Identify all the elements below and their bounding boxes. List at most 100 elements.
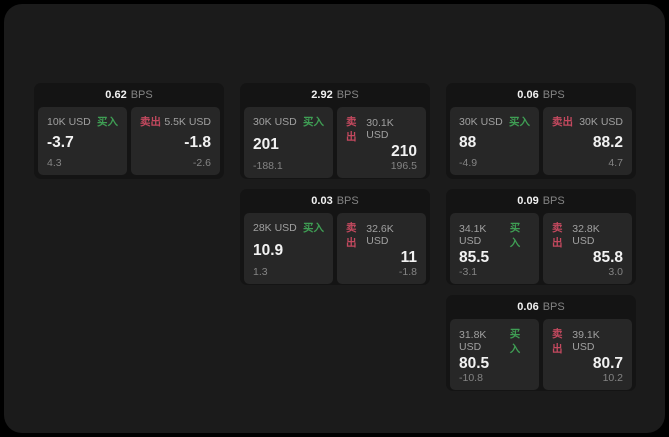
buy-price: -3.7 — [47, 134, 74, 152]
sell-sub-value: 10.2 — [602, 371, 623, 384]
sell-sub-value: 3.0 — [608, 265, 623, 278]
sell-price: -1.8 — [184, 134, 211, 152]
quote-panels: 10K USD 买入 -3.7 4.3 卖出 5.5K USD -1.8 -2.… — [38, 107, 220, 175]
sell-amount: 32.8K USD — [572, 223, 600, 247]
sell-panel[interactable]: 卖出 32.8K USD 85.8 3.0 — [543, 213, 632, 284]
buy-panel[interactable]: 10K USD 买入 -3.7 4.3 — [38, 107, 127, 175]
buy-amount: 30K USD — [253, 115, 297, 128]
buy-tag: 买入 — [303, 116, 324, 128]
buy-panel[interactable]: 30K USD 买入 201 -188.1 — [244, 107, 333, 178]
quote-panels: 31.8K USD 买入 80.5 -10.8 卖出 39.1K USD 80.… — [450, 319, 632, 390]
buy-price: 80.5 — [459, 355, 490, 372]
buy-panel[interactable]: 34.1K USD 买入 85.5 -3.1 — [450, 213, 539, 284]
sell-panel-top: 卖出 30.1K USD — [346, 114, 417, 144]
sell-tag: 卖出 — [140, 116, 161, 128]
card-header: 0.06 BPS — [450, 83, 632, 107]
buy-tag: 买入 — [303, 222, 324, 234]
sell-panel[interactable]: 卖出 30.1K USD 210 196.5 — [337, 107, 426, 178]
sell-sub-value: -1.8 — [398, 265, 417, 278]
sell-panel-top: 卖出 5.5K USD — [140, 114, 211, 129]
buy-amount: 34.1K USD — [459, 223, 487, 247]
bps-value: 0.62 — [105, 89, 127, 101]
quote-panels: 30K USD 买入 201 -188.1 卖出 30.1K USD 210 1… — [244, 107, 426, 178]
buy-panel-top: 30K USD 买入 — [459, 114, 530, 129]
buy-tag: 买入 — [509, 222, 521, 249]
sell-panel-top: 卖出 32.8K USD — [552, 220, 623, 250]
bps-value: 0.09 — [517, 195, 539, 207]
card-header: 0.62 BPS — [38, 83, 220, 107]
sell-tag: 卖出 — [552, 328, 563, 355]
bps-unit-label: BPS — [336, 89, 359, 101]
bps-unit-label: BPS — [542, 195, 565, 207]
buy-tag: 买入 — [509, 328, 521, 355]
card-header: 0.06 BPS — [450, 295, 632, 319]
buy-sub-value: 1.3 — [253, 265, 268, 278]
sell-panel[interactable]: 卖出 32.6K USD 11 -1.8 — [337, 213, 426, 284]
bps-unit-label: BPS — [542, 301, 565, 313]
buy-panel-top: 28K USD 买入 — [253, 220, 324, 235]
sell-sub-value: -2.6 — [192, 157, 211, 169]
sell-amount: 5.5K USD — [164, 115, 211, 128]
buy-panel-top: 10K USD 买入 — [47, 114, 118, 129]
quote-panels: 28K USD 买入 10.9 1.3 卖出 32.6K USD 11 -1.8 — [244, 213, 426, 284]
buy-tag: 买入 — [509, 116, 530, 128]
buy-tag: 买入 — [97, 116, 118, 128]
sell-amount: 30.1K USD — [366, 117, 394, 141]
buy-sub-value: -3.1 — [459, 265, 478, 278]
quote-panels: 30K USD 买入 88 -4.9 卖出 30K USD 88.2 4.7 — [450, 107, 632, 175]
quote-card: 0.62 BPS 10K USD 买入 -3.7 4.3 卖出 5.5K USD… — [34, 83, 224, 179]
card-header: 0.09 BPS — [450, 189, 632, 213]
sell-panel[interactable]: 卖出 30K USD 88.2 4.7 — [543, 107, 632, 175]
sell-tag: 卖出 — [346, 222, 357, 249]
buy-amount: 10K USD — [47, 115, 91, 128]
sell-panel[interactable]: 卖出 39.1K USD 80.7 10.2 — [543, 319, 632, 390]
bps-value: 0.03 — [311, 195, 333, 207]
buy-panel[interactable]: 28K USD 买入 10.9 1.3 — [244, 213, 333, 284]
buy-price: 10.9 — [253, 241, 284, 259]
page: 0.62 BPS 10K USD 买入 -3.7 4.3 卖出 5.5K USD… — [4, 4, 665, 433]
buy-panel[interactable]: 30K USD 买入 88 -4.9 — [450, 107, 539, 175]
sell-panel-top: 卖出 39.1K USD — [552, 326, 623, 356]
bps-value: 2.92 — [311, 89, 333, 101]
buy-panel-top: 31.8K USD 买入 — [459, 326, 530, 356]
sell-tag: 卖出 — [346, 116, 357, 143]
quote-card: 0.06 BPS 30K USD 买入 88 -4.9 卖出 30K USD 8… — [446, 83, 636, 179]
buy-price: 85.5 — [459, 249, 490, 266]
buy-sub-value: 4.3 — [47, 157, 62, 169]
buy-panel[interactable]: 31.8K USD 买入 80.5 -10.8 — [450, 319, 539, 390]
quote-card: 0.06 BPS 31.8K USD 买入 80.5 -10.8 卖出 39.1… — [446, 295, 636, 391]
sell-sub-value: 196.5 — [390, 159, 417, 172]
sell-amount: 39.1K USD — [572, 329, 600, 353]
sell-panel-top: 卖出 30K USD — [552, 114, 623, 129]
bps-unit-label: BPS — [542, 89, 565, 101]
buy-price: 201 — [253, 135, 279, 153]
sell-price: 80.7 — [592, 355, 623, 372]
quote-card: 2.92 BPS 30K USD 买入 201 -188.1 卖出 30.1K … — [240, 83, 430, 179]
buy-price: 88 — [459, 134, 477, 152]
sell-amount: 30K USD — [579, 115, 623, 128]
card-header: 0.03 BPS — [244, 189, 426, 213]
sell-tag: 卖出 — [552, 222, 563, 249]
sell-panel-top: 卖出 32.6K USD — [346, 220, 417, 250]
buy-sub-value: -188.1 — [253, 159, 283, 172]
buy-panel-top: 34.1K USD 买入 — [459, 220, 530, 250]
bps-value: 0.06 — [517, 89, 539, 101]
sell-price: 11 — [400, 249, 417, 266]
quote-card: 0.03 BPS 28K USD 买入 10.9 1.3 卖出 32.6K US… — [240, 189, 430, 285]
sell-panel[interactable]: 卖出 5.5K USD -1.8 -2.6 — [131, 107, 220, 175]
buy-sub-value: -4.9 — [459, 157, 478, 169]
sell-amount: 32.6K USD — [366, 223, 394, 247]
sell-price: 85.8 — [592, 249, 623, 266]
buy-sub-value: -10.8 — [459, 371, 483, 384]
buy-amount: 28K USD — [253, 221, 297, 234]
bps-unit-label: BPS — [130, 89, 153, 101]
card-header: 2.92 BPS — [244, 83, 426, 107]
quote-card: 0.09 BPS 34.1K USD 买入 85.5 -3.1 卖出 32.8K… — [446, 189, 636, 285]
buy-panel-top: 30K USD 买入 — [253, 114, 324, 129]
bps-value: 0.06 — [517, 301, 539, 313]
bps-unit-label: BPS — [336, 195, 359, 207]
buy-amount: 30K USD — [459, 115, 503, 128]
sell-sub-value: 4.7 — [608, 157, 623, 169]
quote-panels: 34.1K USD 买入 85.5 -3.1 卖出 32.8K USD 85.8… — [450, 213, 632, 284]
sell-tag: 卖出 — [552, 116, 573, 128]
